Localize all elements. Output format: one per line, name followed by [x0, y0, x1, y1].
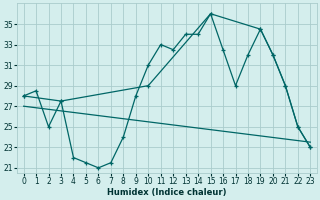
- X-axis label: Humidex (Indice chaleur): Humidex (Indice chaleur): [107, 188, 227, 197]
